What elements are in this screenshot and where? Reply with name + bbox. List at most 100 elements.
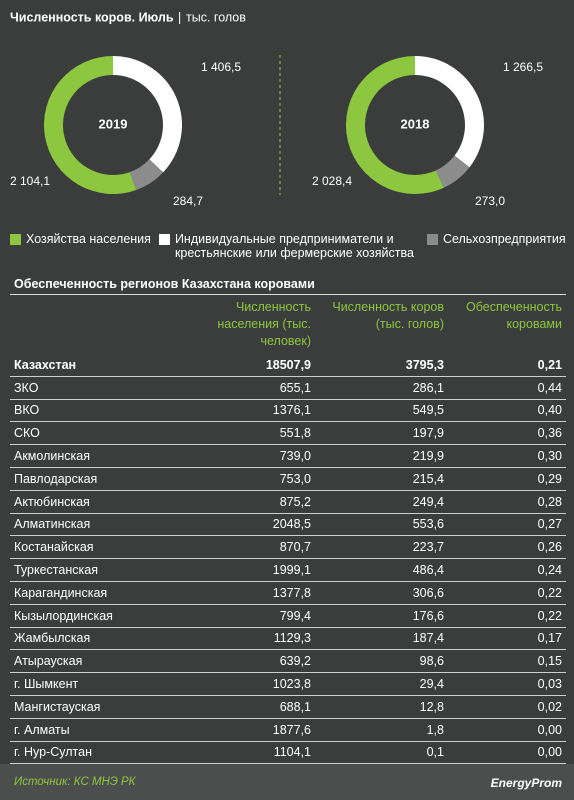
table-cell: 0,1 xyxy=(315,741,448,765)
table: Обеспеченность регионов Казахстана коров… xyxy=(10,274,566,765)
donut-slice xyxy=(435,155,470,188)
table-cell: ВКО xyxy=(10,399,177,423)
legend-swatch xyxy=(158,234,170,245)
legend-label: Хозяйства населения xyxy=(26,232,151,246)
table-cell: 18507,9 xyxy=(177,354,315,377)
header-cell: Обеспеченность коровами xyxy=(466,300,562,331)
logo: EnergyProm xyxy=(490,776,562,790)
table-cell: 0,22 xyxy=(448,581,566,605)
table-cell: 223,7 xyxy=(315,535,448,560)
charts: Численность коров. Июль | тыс. голов 1 4… xyxy=(10,10,543,208)
table-row: Туркестанская 1999,1 486,4 0,24 xyxy=(10,558,566,582)
table-row: Атырауская 639,2 98,6 0,15 xyxy=(10,649,566,674)
table-cell: 2048,5 xyxy=(177,513,315,537)
legend-label: Сельхозпредприятия xyxy=(442,232,566,246)
value-label: 1 406,5 xyxy=(201,60,241,74)
table-cell: Кызылординская xyxy=(10,604,177,628)
table-cell: 0,00 xyxy=(448,741,566,765)
donut-slice xyxy=(346,56,444,195)
legend-swatch xyxy=(426,234,438,245)
table-cell: Туркестанская xyxy=(10,558,177,582)
table-cell: 0,15 xyxy=(448,649,566,674)
legend-item: Индивидуальные предприниматели и крестья… xyxy=(158,232,419,260)
table-cell: СКО xyxy=(10,421,177,446)
table-cell: 306,6 xyxy=(315,581,448,605)
value-label: 2 104,1 xyxy=(10,174,50,188)
table-cell: 1023,8 xyxy=(177,672,315,696)
table-cell: Карагандинская xyxy=(10,581,177,605)
legend-swatch xyxy=(10,234,21,245)
table-cell: Актюбинская xyxy=(10,490,177,514)
table-cell: 639,2 xyxy=(177,649,315,674)
table-row: г. Нур-Султан 1104,1 0,1 0,00 xyxy=(10,741,566,765)
table-cell: 215,4 xyxy=(315,467,448,491)
table-cell: Жамбылская xyxy=(10,627,177,651)
table-cell: 187,4 xyxy=(315,627,448,651)
table-cell: 870,7 xyxy=(177,535,315,560)
table-cell: 1129,3 xyxy=(177,627,315,651)
table-row: ЗКО 655,1 286,1 0,44 xyxy=(10,376,566,400)
table-row: Карагандинская 1377,8 306,6 0,22 xyxy=(10,581,566,605)
subtitle: тыс. голов xyxy=(186,10,246,24)
table-cell: Атырауская xyxy=(10,649,177,674)
table-grid: Численность населения (тыс. человек) Числ… xyxy=(10,295,566,765)
table-cell: 29,4 xyxy=(315,672,448,696)
table-cell: 655,1 xyxy=(177,376,315,400)
table-cell: 0,02 xyxy=(448,695,566,719)
table-cell: Павлодарская xyxy=(10,467,177,491)
footer: Источник: КС МНЭ РК EnergyProm xyxy=(0,764,574,800)
table-cell: 0,24 xyxy=(448,558,566,582)
table-cell: 0,03 xyxy=(448,672,566,696)
table-cell: 551,8 xyxy=(177,421,315,446)
legend-item: Сельхозпредприятия xyxy=(426,232,566,260)
table-cell: 549,5 xyxy=(315,399,448,423)
table-cell: 1999,1 xyxy=(177,558,315,582)
table-cell: 1104,1 xyxy=(177,741,315,765)
table-cell: 0,00 xyxy=(448,718,566,742)
table-cell: 688,1 xyxy=(177,695,315,719)
source: Источник: КС МНЭ РК xyxy=(14,776,136,788)
table-cell: 286,1 xyxy=(315,376,448,400)
table-cell: 12,8 xyxy=(315,695,448,719)
table-row: Актюбинская 875,2 249,4 0,28 xyxy=(10,490,566,514)
table-cell: 0,29 xyxy=(448,467,566,491)
table-cell: 753,0 xyxy=(177,467,315,491)
table-cell: 0,22 xyxy=(448,604,566,628)
value-label: 273,0 xyxy=(475,194,505,208)
table-row: Жамбылская 1129,3 187,4 0,17 xyxy=(10,627,566,651)
table-row: Алматинская 2048,5 553,6 0,27 xyxy=(10,513,566,537)
donut-slice xyxy=(129,159,164,191)
table-cell: 486,4 xyxy=(315,558,448,582)
table-row: Мангистауская 688,1 12,8 0,02 xyxy=(10,695,566,719)
table-cell: 176,6 xyxy=(315,604,448,628)
table-cell: 739,0 xyxy=(177,444,315,468)
table-cell: 0,44 xyxy=(448,376,566,400)
table-row: г. Алматы 1877,6 1,8 0,00 xyxy=(10,718,566,742)
table-cell: 249,4 xyxy=(315,490,448,514)
table-cell: 0,26 xyxy=(448,535,566,560)
donut-center: 2018 xyxy=(401,116,430,131)
table-cell: 0,21 xyxy=(448,354,566,377)
table-cell: 875,2 xyxy=(177,490,315,514)
title: Численность коров. Июль xyxy=(10,10,174,24)
table-cell: 98,6 xyxy=(315,649,448,674)
value-label: 1 266,5 xyxy=(503,60,543,74)
header-cell: Численность населения (тыс. человек) xyxy=(217,300,311,348)
table-row: Акмолинская 739,0 219,9 0,30 xyxy=(10,444,566,468)
table-cell: 0,30 xyxy=(448,444,566,468)
table-cell: 553,6 xyxy=(315,513,448,537)
table-cell: 0,40 xyxy=(448,399,566,423)
legend-item: Хозяйства населения xyxy=(10,232,151,260)
table-cell: Акмолинская xyxy=(10,444,177,468)
table-cell: г. Алматы xyxy=(10,718,177,742)
table-row: Казахстан 18507,9 3795,3 0,21 xyxy=(10,354,566,377)
table-cell: 1,8 xyxy=(315,718,448,742)
header-cell xyxy=(10,295,177,354)
table-cell: 799,4 xyxy=(177,604,315,628)
legend: Хозяйства населения Индивидуальные предпр… xyxy=(10,232,570,260)
table-row: Кызылординская 799,4 176,6 0,22 xyxy=(10,604,566,628)
table-row: Павлодарская 753,0 215,4 0,29 xyxy=(10,467,566,491)
table-title: Обеспеченность регионов Казахстана коров… xyxy=(10,274,566,295)
table-row: ВКО 1376,1 549,5 0,40 xyxy=(10,399,566,423)
